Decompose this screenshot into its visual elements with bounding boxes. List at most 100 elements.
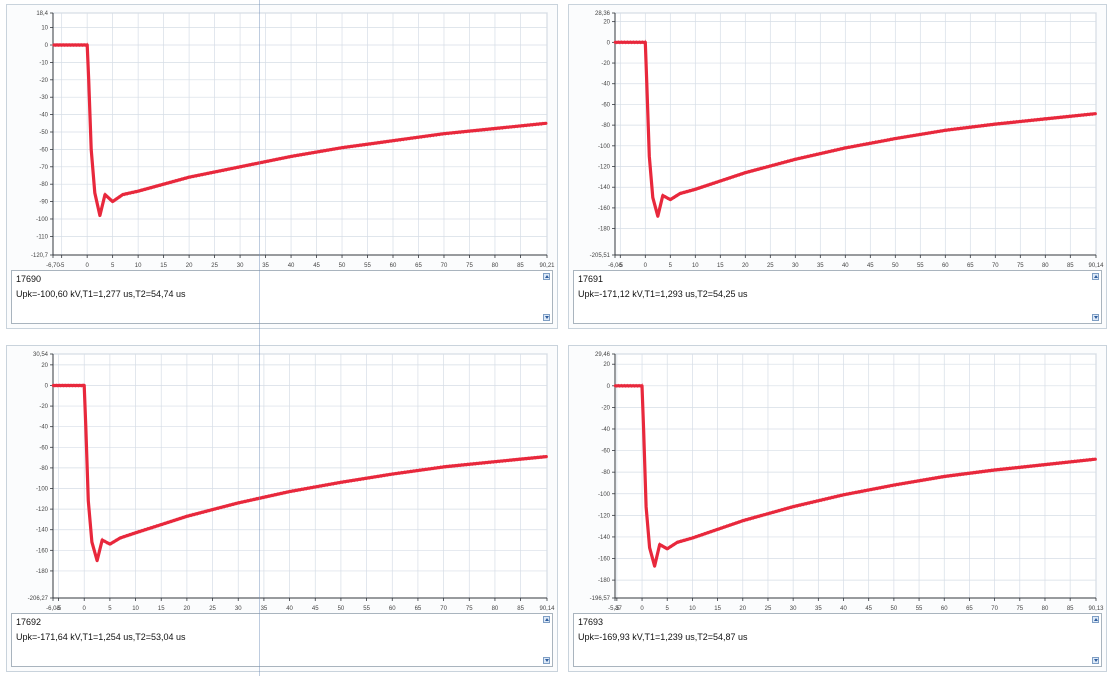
scroll-up-icon[interactable]: [1092, 616, 1099, 623]
x-tick-label: 20: [184, 606, 191, 612]
y-tick-label: -100: [36, 217, 49, 223]
scroll-down-icon[interactable]: [1092, 314, 1099, 321]
plot-area: [614, 12, 1097, 256]
x-tick-label: 65: [415, 263, 422, 269]
voltage-trace-noise: [52, 383, 546, 561]
y-tick-label: -30: [39, 95, 48, 101]
x-tick-label: 70: [441, 263, 448, 269]
x-tick-label: 60: [390, 263, 397, 269]
x-tick-label: 0: [85, 263, 89, 269]
plot-area: [614, 353, 1097, 599]
x-tick-label: -5,37: [608, 606, 622, 612]
x-tick-label: 30: [790, 606, 797, 612]
y-tick-label: -20: [39, 404, 48, 410]
x-tick-label: 40: [286, 606, 293, 612]
x-tick-label: 65: [966, 606, 973, 612]
result-textbox[interactable]: 17691 Upk=-171,12 kV,T1=1,293 us,T2=54,2…: [573, 270, 1102, 324]
scroll-down-icon[interactable]: [543, 657, 550, 664]
record-id: 17690: [16, 274, 42, 284]
x-tick-label: 75: [466, 263, 473, 269]
y-tick-label: -40: [39, 425, 48, 431]
y-tick-label: -100: [36, 487, 49, 493]
x-tick-label: 60: [389, 606, 396, 612]
record-id: 17692: [16, 617, 42, 627]
y-tick-label: -160: [598, 557, 611, 563]
cursor-line: [259, 0, 260, 676]
x-tick-label: 90,14: [539, 606, 555, 612]
plot-area: [52, 353, 548, 599]
y-tick-label: -196,57: [590, 596, 611, 602]
x-tick-label: 50: [892, 263, 899, 269]
x-tick-label: 45: [313, 263, 320, 269]
scroll-up-icon[interactable]: [543, 273, 550, 280]
y-tick-label: -70: [39, 165, 48, 171]
x-tick-label: 0: [644, 263, 648, 269]
y-tick-label: -120,7: [31, 253, 49, 259]
y-tick-label: -120: [598, 165, 611, 171]
y-tick-label: 20: [603, 20, 610, 26]
waveform-panel-17690: -6,70 -5 0 5 10 15 20 25 30 35 40 45 50 55 60 65 70 75 80 8…: [6, 4, 558, 329]
waveform-panel-17692: -6,08 -5 0 5 10 15 20 25 30 35 40 45 50 55 60 65 70 75 80 8…: [6, 345, 558, 672]
y-tick-label: -40: [39, 113, 48, 119]
y-tick-label: -80: [39, 182, 48, 188]
scroll-up-icon[interactable]: [1092, 273, 1099, 280]
scroll-up-icon[interactable]: [543, 616, 550, 623]
x-tick-label: 55: [917, 263, 924, 269]
x-tick-label: 10: [132, 606, 139, 612]
x-tick-label: 45: [865, 606, 872, 612]
y-tick-label: -180: [36, 569, 49, 575]
result-textbox[interactable]: 17692 Upk=-171,64 kV,T1=1,254 us,T2=53,0…: [11, 613, 553, 667]
x-tick-label: 5: [669, 263, 673, 269]
waveform-panel-17691: -6,06 -5 0 5 10 15 20 25 30 35 40 45 50 55 60 65 70 75 80 8…: [568, 4, 1107, 329]
waveform-chart: -6,06-5 0 5 10 15 20 25 30 35 40 45 50 55 60 65 70 75 80 8…: [590, 11, 1105, 269]
x-tick-label: 10: [135, 263, 142, 269]
x-tick-label: 80: [492, 606, 499, 612]
x-tick-label: 20: [186, 263, 193, 269]
record-id: 17691: [578, 274, 604, 284]
y-tick-label: 0: [607, 40, 611, 46]
x-tick-label: 35: [817, 263, 824, 269]
y-tick-label: -40: [601, 82, 610, 88]
x-tick-label: 0: [83, 606, 87, 612]
y-tick-label: -160: [598, 206, 611, 212]
x-tick-label: 40: [842, 263, 849, 269]
y-tick-label: 0: [45, 43, 49, 49]
x-tick-label: 50: [891, 606, 898, 612]
y-tick-label: -60: [601, 102, 610, 108]
y-tick-label: -206,27: [28, 596, 49, 602]
x-tick-label: 55: [363, 606, 370, 612]
x-tick-label: 25: [211, 263, 218, 269]
x-tick-label: -6,08: [46, 606, 60, 612]
record-id: 17693: [578, 617, 604, 627]
result-textbox[interactable]: 17693 Upk=-169,93 kV,T1=1,239 us,T2=54,8…: [573, 613, 1102, 667]
scroll-down-icon[interactable]: [543, 314, 550, 321]
x-tick-label: 55: [916, 606, 923, 612]
y-tick-label: -140: [598, 185, 611, 191]
scroll-down-icon[interactable]: [1092, 657, 1099, 664]
y-tick-label: -160: [36, 548, 49, 554]
y-tick-label: -10: [39, 60, 48, 66]
y-tick-label: -205,51: [590, 253, 611, 259]
x-tick-label: 85: [517, 263, 524, 269]
x-tick-label: 60: [941, 606, 948, 612]
voltage-trace-noise: [614, 382, 1095, 567]
y-tick-label: -120: [598, 513, 611, 519]
x-tick-label: 15: [160, 263, 167, 269]
x-tick-label: 70: [991, 606, 998, 612]
x-tick-label: 30: [792, 263, 799, 269]
x-tick-label: 80: [1042, 263, 1049, 269]
y-tick-label: 28,36: [595, 11, 611, 17]
result-textbox[interactable]: 17690 Upk=-100,60 kV,T1=1,277 us,T2=54,7…: [11, 270, 553, 324]
x-tick-label: 85: [1067, 263, 1074, 269]
plot-area: [52, 12, 548, 256]
x-tick-label: 20: [739, 606, 746, 612]
x-tick-label: 80: [492, 263, 499, 269]
y-tick-label: -80: [601, 123, 610, 129]
x-tick-label: 65: [415, 606, 422, 612]
y-tick-label: 18,4: [36, 11, 48, 17]
x-tick-label: 45: [867, 263, 874, 269]
x-tick-label: 15: [717, 263, 724, 269]
x-tick-label: 45: [312, 606, 319, 612]
x-tick-label: 55: [364, 263, 371, 269]
y-tick-label: 20: [603, 362, 610, 368]
